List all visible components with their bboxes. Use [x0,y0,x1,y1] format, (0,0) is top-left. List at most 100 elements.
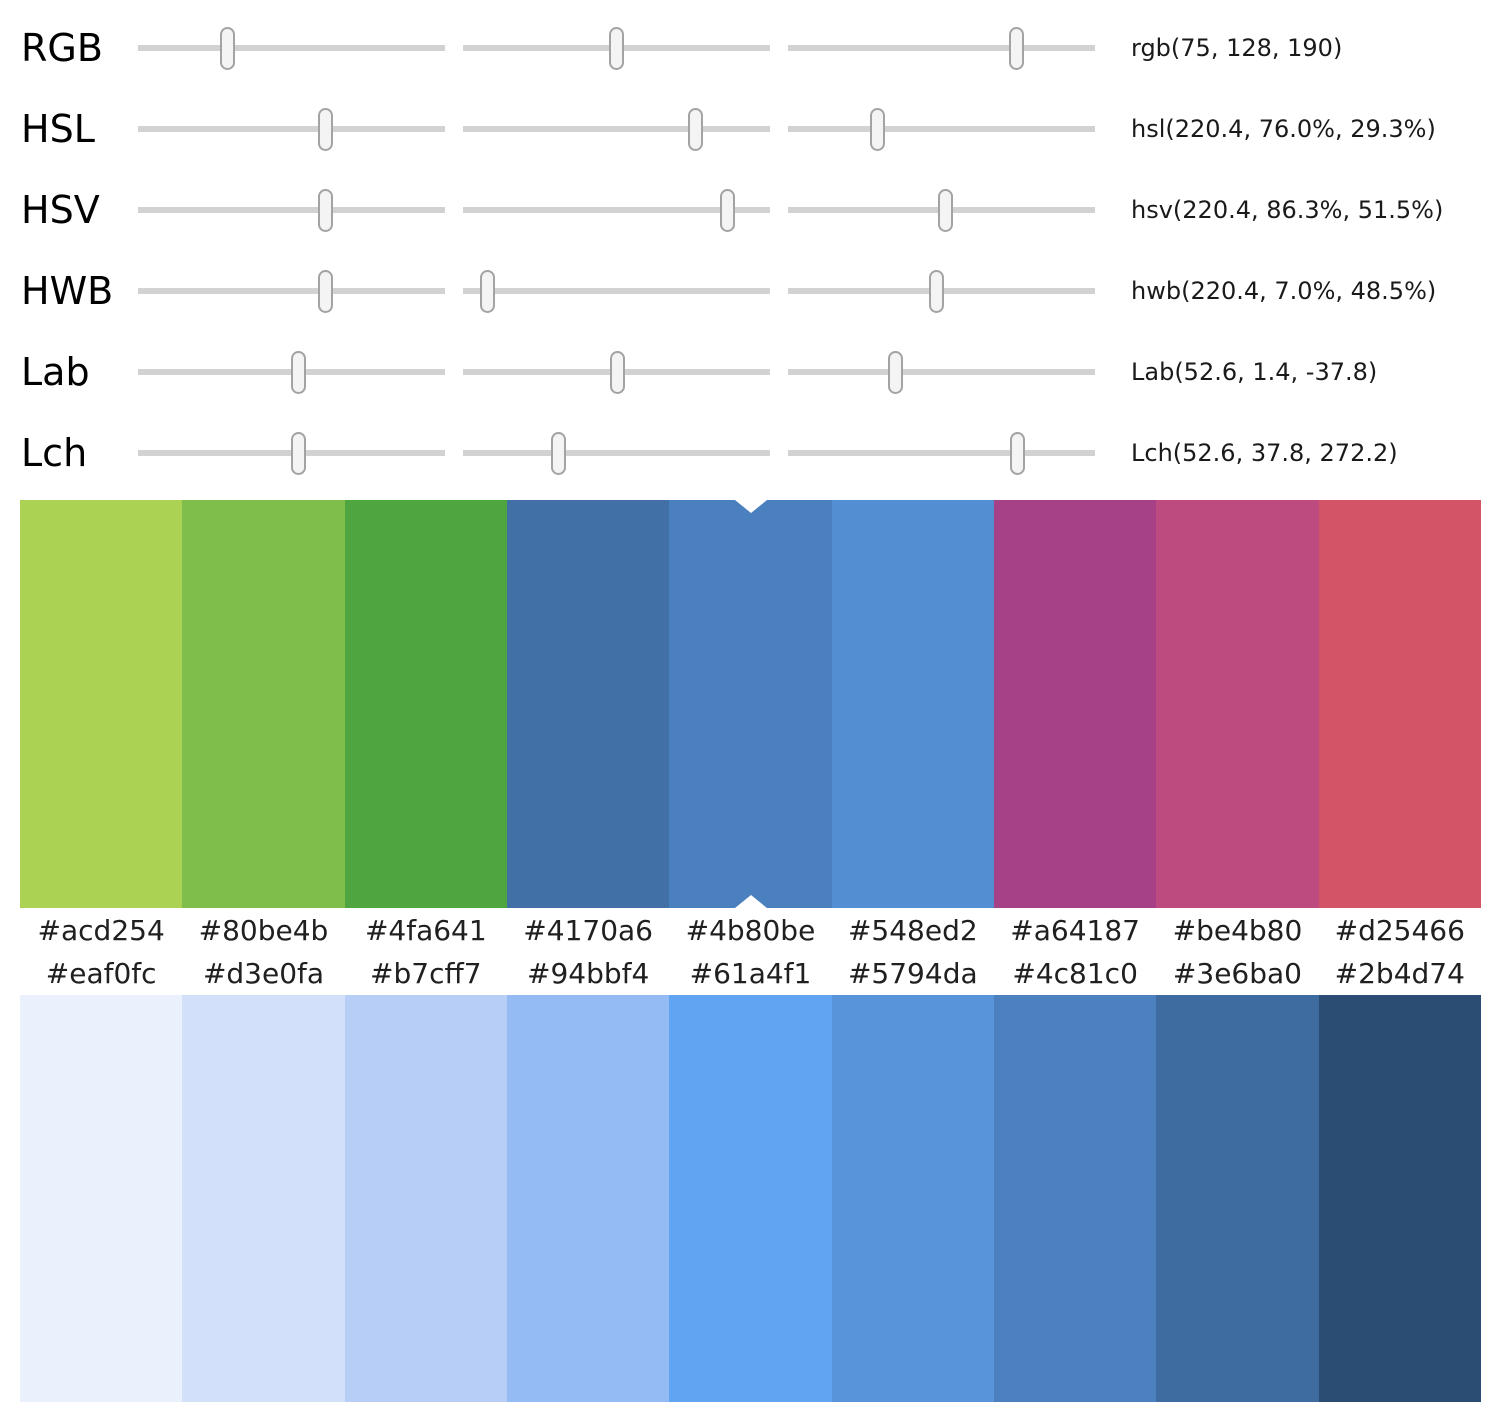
slider-thumb[interactable] [317,188,333,232]
slider-track[interactable] [138,44,445,51]
slider-thumb[interactable] [317,107,333,151]
hex-label: #2b4d74 [1334,957,1465,990]
slider-thumb[interactable] [938,188,954,232]
lightness-swatch-7[interactable] [993,995,1157,1402]
lch-chroma-slider[interactable] [463,429,770,477]
slider-track[interactable] [788,44,1095,51]
hue-hex-labels: #acd254 #80be4b #4fa641 #4170a6 #4b80be … [20,908,1481,953]
slider-thumb[interactable] [1008,26,1024,70]
hex-label: #b7cff7 [370,957,482,990]
hue-swatch-8[interactable] [1156,500,1319,908]
hex-label: #be4b80 [1172,913,1303,947]
slider-thumb[interactable] [479,269,495,313]
lch-l-slider[interactable] [138,429,445,477]
lab-l-slider[interactable] [138,348,445,396]
slider-track[interactable] [463,287,770,294]
slider-track[interactable] [463,125,770,132]
slider-thumb[interactable] [551,431,567,475]
hsv-saturation-slider[interactable] [463,186,770,234]
slider-row-rgb: RGB rgb(75, 128, 190) [0,7,1501,88]
slider-row-lch: Lch Lch(52.6, 37.8, 272.2) [0,412,1501,493]
lightness-swatch-4[interactable] [506,995,670,1402]
lightness-swatch-3[interactable] [344,995,507,1402]
hex-label: #acd254 [37,913,165,947]
rgb-green-slider[interactable] [463,24,770,72]
hwb-value-readout: hwb(220.4, 7.0%, 48.5%) [1131,276,1437,305]
slider-track[interactable] [463,206,770,213]
hex-label: #eaf0fc [45,957,157,990]
slider-thumb[interactable] [888,350,904,394]
hue-swatch-1[interactable] [20,500,183,908]
hsv-value-slider[interactable] [788,186,1095,234]
lightness-swatch-5[interactable] [669,995,832,1402]
slider-track[interactable] [138,125,445,132]
slider-track[interactable] [463,449,770,456]
lightness-swatch-1[interactable] [20,995,183,1402]
slider-thumb[interactable] [610,350,626,394]
hue-swatch-9[interactable] [1318,500,1481,908]
hex-label: #4c81c0 [1012,957,1138,990]
row-label-hwb: HWB [21,268,114,313]
hue-swatch-5-selected[interactable] [669,500,832,908]
hsl-value-readout: hsl(220.4, 76.0%, 29.3%) [1131,114,1436,143]
hex-label: #4170a6 [523,913,653,947]
lightness-swatch-2[interactable] [182,995,345,1402]
hue-swatch-3[interactable] [344,500,507,908]
hwb-blackness-slider[interactable] [788,267,1095,315]
slider-track[interactable] [788,449,1095,456]
hex-label: #548ed2 [847,913,978,947]
rgb-blue-slider[interactable] [788,24,1095,72]
slider-thumb[interactable] [719,188,735,232]
slider-track[interactable] [788,368,1095,375]
lightness-swatch-9[interactable] [1318,995,1481,1402]
lightness-hex-labels: #eaf0fc #d3e0fa #b7cff7 #94bbf4 #61a4f1 … [20,953,1481,995]
hsl-hue-slider[interactable] [138,105,445,153]
selection-notch-top-icon [734,500,767,513]
hex-label: #61a4f1 [689,957,812,990]
slider-thumb[interactable] [609,26,625,70]
hwb-whiteness-slider[interactable] [463,267,770,315]
slider-thumb[interactable] [928,269,944,313]
hsv-hue-slider[interactable] [138,186,445,234]
row-label-lch: Lch [21,430,88,475]
slider-thumb[interactable] [317,269,333,313]
row-label-hsv: HSV [21,187,100,232]
hue-swatch-6[interactable] [831,500,994,908]
slider-row-lab: Lab Lab(52.6, 1.4, -37.8) [0,331,1501,412]
hex-label: #4b80be [685,913,816,947]
rgb-red-slider[interactable] [138,24,445,72]
lch-hue-slider[interactable] [788,429,1095,477]
lightness-swatch-8[interactable] [1156,995,1319,1402]
slider-thumb[interactable] [869,107,885,151]
rgb-value-readout: rgb(75, 128, 190) [1131,33,1343,62]
hex-label: #3e6ba0 [1172,957,1302,990]
slider-thumb[interactable] [291,350,307,394]
lch-value-readout: Lch(52.6, 37.8, 272.2) [1131,438,1398,467]
hsl-lightness-slider[interactable] [788,105,1095,153]
lightness-palette [20,995,1481,1402]
slider-track[interactable] [138,206,445,213]
row-label-hsl: HSL [21,106,95,151]
slider-row-hsv: HSV hsv(220.4, 86.3%, 51.5%) [0,169,1501,250]
row-label-lab: Lab [21,349,90,394]
slider-thumb[interactable] [1009,431,1025,475]
hsv-value-readout: hsv(220.4, 86.3%, 51.5%) [1131,195,1444,224]
slider-track[interactable] [788,125,1095,132]
lab-a-slider[interactable] [463,348,770,396]
slider-thumb[interactable] [688,107,704,151]
hsl-saturation-slider[interactable] [463,105,770,153]
hue-swatch-4[interactable] [506,500,670,908]
slider-thumb[interactable] [291,431,307,475]
hue-swatch-7[interactable] [993,500,1157,908]
slider-track[interactable] [138,287,445,294]
row-label-rgb: RGB [21,25,103,70]
lab-value-readout: Lab(52.6, 1.4, -37.8) [1131,357,1378,386]
lab-b-slider[interactable] [788,348,1095,396]
lightness-swatch-6[interactable] [831,995,994,1402]
hex-label: #94bbf4 [526,957,650,990]
hwb-hue-slider[interactable] [138,267,445,315]
hex-label: #5794da [847,957,978,990]
slider-thumb[interactable] [220,26,236,70]
hue-swatch-2[interactable] [182,500,345,908]
